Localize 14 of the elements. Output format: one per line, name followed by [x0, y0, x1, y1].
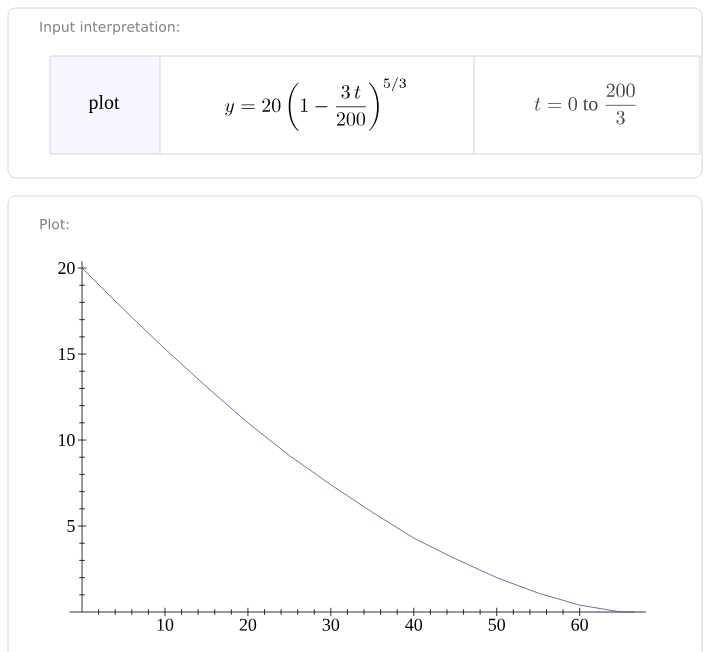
text: $y = 20\left(1-\frac{3\,t}{200}\right)^{5/3}$ [224, 77, 406, 131]
x-tick-label: 60 [571, 618, 588, 631]
y-tick-label: 5 [67, 520, 75, 532]
x-tick-label: 50 [488, 618, 505, 631]
text: plot [88, 94, 120, 114]
y-tick-label: 20 [58, 262, 75, 275]
text: $t = 0\ \mathrm{to}\ \frac{200}{3}$ [534, 83, 636, 125]
y-tick-label: 10 [59, 433, 75, 447]
x-tick-label: 10 [157, 618, 174, 631]
line-series [81, 267, 636, 613]
x-tick-label: 20 [239, 618, 257, 631]
y-tick-label: 15 [59, 348, 75, 361]
x-tick-label: 40 [405, 618, 423, 631]
x-tick-label: 30 [322, 618, 340, 631]
